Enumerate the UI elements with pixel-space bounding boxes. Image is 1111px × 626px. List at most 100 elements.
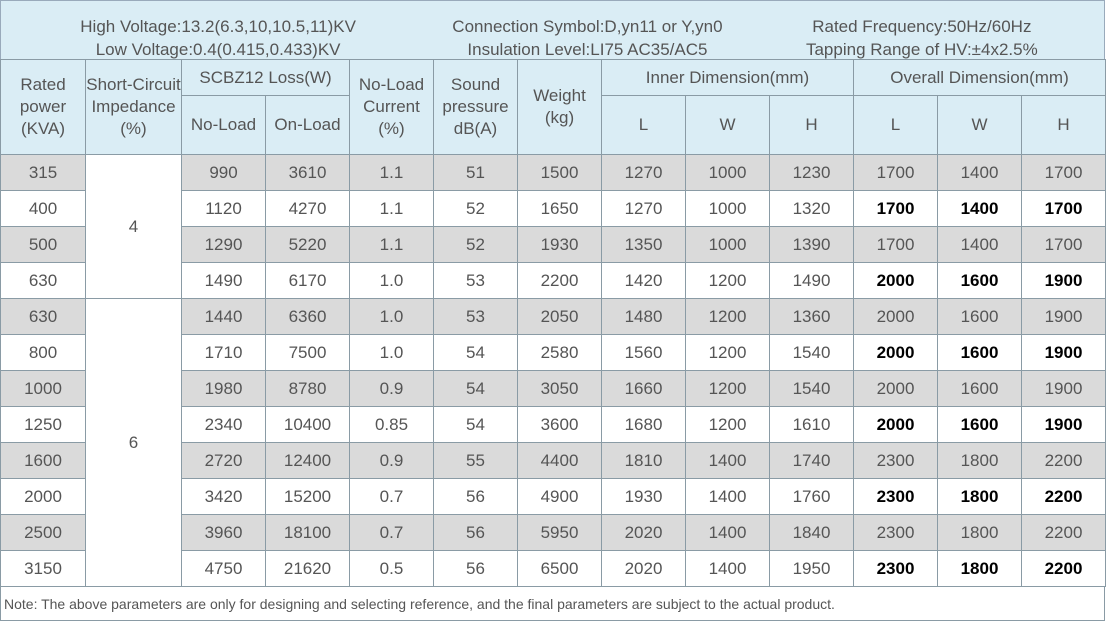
table-cell: 6170 (265, 262, 350, 299)
table-cell: 1400 (937, 154, 1022, 191)
table-cell: 1440 (181, 298, 266, 335)
table-cell: 2200 (1021, 514, 1106, 551)
table-cell: 1800 (937, 442, 1022, 479)
table-cell: 56 (433, 550, 518, 587)
table-cell: 55 (433, 442, 518, 479)
table-cell: 6360 (265, 298, 350, 335)
table-cell: 1680 (601, 406, 686, 443)
column-header: No-Load (181, 95, 266, 155)
header-col: High Voltage:13.2(6.3,10,10.5,11)KV Low V… (1, 1, 435, 59)
column-header: Short-Circuit Impedance (%) (85, 59, 182, 155)
column-header: Inner Dimension(mm) (601, 59, 854, 96)
column-header: W (937, 95, 1022, 155)
table-cell: 1500 (517, 154, 602, 191)
table-cell: 2200 (1021, 442, 1106, 479)
table-row: 1250 2340 10400 0.85 54 3600 1680 1200 1610 2000 1… (0, 406, 1106, 443)
table-cell: 2200 (1021, 478, 1106, 515)
table-cell: 4900 (517, 478, 602, 515)
table-cell: 1420 (601, 262, 686, 299)
header-text: Connection Symbol:D,yn11 or Y,yn0 (452, 17, 723, 36)
table-cell: 1900 (1021, 370, 1106, 407)
table-row: 315 4 990 3610 1.1 51 1500 1270 1000 1230 1700 1400… (0, 154, 1106, 299)
table-cell: 2000 (853, 334, 938, 371)
table-cell: 1560 (601, 334, 686, 371)
spec-table: Rated power (KVA) Short-Circuit Impedanc… (0, 59, 1106, 587)
column-header: L (601, 95, 686, 155)
table-cell: 2000 (853, 298, 938, 335)
table-cell: 54 (433, 334, 518, 371)
table-cell: 1.0 (349, 298, 434, 335)
table-cell: 52 (433, 190, 518, 227)
table-cell: 1980 (181, 370, 266, 407)
table-row: 630 1490 6170 1.0 53 2200 1420 1200 1490 2000 1600… (0, 262, 1106, 299)
column-header: H (769, 95, 854, 155)
table-cell: 1930 (517, 226, 602, 263)
table-cell: 1350 (601, 226, 686, 263)
table-cell: 3960 (181, 514, 266, 551)
table-cell: 2000 (853, 370, 938, 407)
table-row: 1000 1980 8780 0.9 54 3050 1660 1200 1540 2000 160… (0, 370, 1106, 407)
table-cell: 1700 (853, 226, 938, 263)
table-cell: 1270 (601, 190, 686, 227)
table-cell: 6500 (517, 550, 602, 587)
table-cell: 1200 (685, 262, 770, 299)
table-cell: 15200 (265, 478, 350, 515)
table-cell: 1320 (769, 190, 854, 227)
table-cell: 2500 (0, 514, 86, 551)
table-cell: 2580 (517, 334, 602, 371)
table-cell: 0.85 (349, 406, 434, 443)
table-row: 630 6 1440 6360 1.0 53 2050 1480 1200 1360 2000 160… (0, 298, 1106, 587)
table-cell: 1700 (1021, 226, 1106, 263)
table-cell: 1800 (937, 514, 1022, 551)
table-cell: 1540 (769, 370, 854, 407)
column-header: No-Load Current (%) (349, 59, 434, 155)
table-cell: 1930 (601, 478, 686, 515)
table-cell: 3610 (265, 154, 350, 191)
table-cell: 1700 (853, 190, 938, 227)
table-cell: 315 (0, 154, 86, 191)
table-cell: 1800 (937, 550, 1022, 587)
table-cell: 1540 (769, 334, 854, 371)
table-cell: 1700 (853, 154, 938, 191)
table-cell: 1740 (769, 442, 854, 479)
note: Note: The above parameters are only for … (0, 587, 1105, 621)
table-cell: 800 (0, 334, 86, 371)
column-header: W (685, 95, 770, 155)
table-cell: 2300 (853, 442, 938, 479)
table-cell: 1800 (937, 478, 1022, 515)
table-cell: 1250 (0, 406, 86, 443)
header-text: Insulation Level:LI75 AC35/AC5 (467, 40, 708, 59)
table-cell: 500 (0, 226, 86, 263)
table-cell: 1270 (601, 154, 686, 191)
table-cell: 1600 (937, 406, 1022, 443)
table-cell: 3050 (517, 370, 602, 407)
table-cell: 1700 (1021, 190, 1106, 227)
table-cell: 1400 (937, 190, 1022, 227)
table-cell: 56 (433, 478, 518, 515)
table-cell: 1900 (1021, 262, 1106, 299)
column-header: L (853, 95, 938, 155)
column-header: On-Load (265, 95, 350, 155)
table-cell: 1700 (1021, 154, 1106, 191)
table-cell: 7500 (265, 334, 350, 371)
table-cell: 1480 (601, 298, 686, 335)
table-cell: 2340 (181, 406, 266, 443)
table-cell: 2000 (853, 406, 938, 443)
table-cell: 52 (433, 226, 518, 263)
table-cell: 1400 (685, 478, 770, 515)
table-cell: 2020 (601, 550, 686, 587)
impedance-cell: 4 (85, 154, 182, 299)
table-cell: 0.5 (349, 550, 434, 587)
impedance-cell: 6 (85, 298, 182, 587)
table-cell: 1600 (937, 262, 1022, 299)
column-header: Weight (kg) (517, 59, 602, 155)
table-cell: 1.1 (349, 226, 434, 263)
table-cell: 4270 (265, 190, 350, 227)
table-cell: 1.0 (349, 262, 434, 299)
table-row: 3150 4750 21620 0.5 56 6500 2020 1400 1950 2300 18… (0, 550, 1106, 587)
table-cell: 1000 (685, 226, 770, 263)
table-cell: 1000 (685, 190, 770, 227)
table-cell: 1200 (685, 334, 770, 371)
table-cell: 1.1 (349, 190, 434, 227)
